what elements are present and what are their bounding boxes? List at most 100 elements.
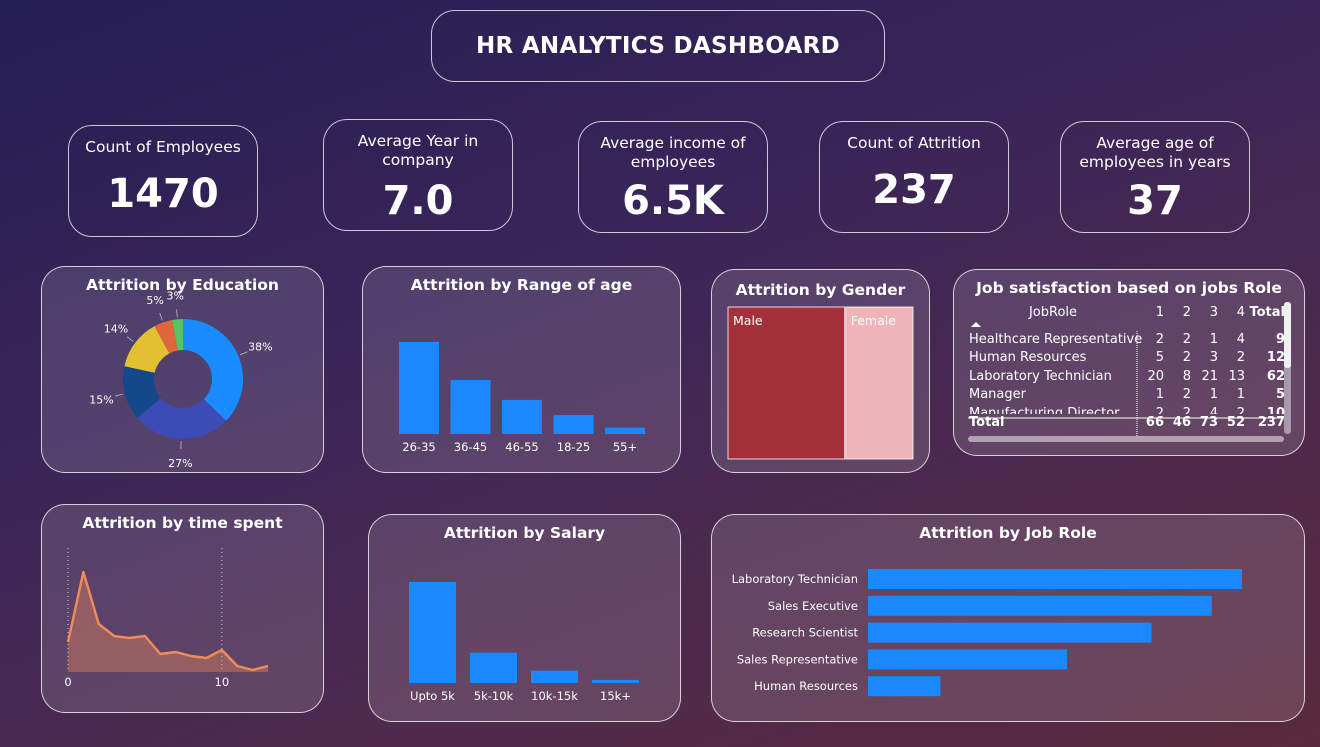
bar[interactable] xyxy=(502,399,542,434)
table-row: Human Resources 5 2 3 2 12 xyxy=(969,349,1287,368)
header-cell[interactable]: 2 xyxy=(1182,305,1191,320)
donut-slice[interactable] xyxy=(123,366,161,419)
bar[interactable] xyxy=(531,670,578,683)
timespent-area-chart[interactable]: 0 10 xyxy=(42,505,325,714)
table-cell: 1 xyxy=(1209,331,1218,347)
table-cell: 2 xyxy=(1155,405,1164,414)
table-cell: 1 xyxy=(1209,387,1218,402)
table-row: Manager 1 2 1 1 5 xyxy=(969,386,1287,405)
chart-title: Attrition by Education xyxy=(86,276,279,294)
age-chart-panel[interactable]: Attrition by Range of age 26-35 36-45 46-5… xyxy=(362,266,681,473)
table-cell: 1 xyxy=(1236,387,1245,402)
slice-label: 14% xyxy=(104,322,128,335)
bar[interactable] xyxy=(592,679,639,683)
treemap-cell[interactable] xyxy=(845,306,914,460)
label-leader-line xyxy=(126,336,134,342)
bar[interactable] xyxy=(399,342,439,434)
y-tick-label: Human Resources xyxy=(754,679,858,693)
table-cell: 73 xyxy=(1199,414,1218,430)
table-cell: Human Resources xyxy=(969,350,1087,365)
donut-slice[interactable] xyxy=(183,319,244,421)
table-cell: 2 xyxy=(1182,350,1191,365)
area-line[interactable] xyxy=(66,570,269,672)
bar[interactable] xyxy=(868,649,1068,670)
table-cell: 5 xyxy=(1275,387,1285,402)
x-tick-label: 18-25 xyxy=(557,440,590,454)
header-cell[interactable]: JobRole xyxy=(1028,305,1078,320)
kpi-label: Count of Employees xyxy=(85,138,241,156)
table-cell: Manager xyxy=(969,387,1026,402)
education-chart-panel[interactable]: Attrition by Education 38% 27% 15% 14% 5% 3% xyxy=(41,266,324,473)
table-row: Healthcare Representative 2 2 1 4 9 xyxy=(969,331,1287,350)
treemap-label: Male xyxy=(733,313,763,328)
label-leader-line xyxy=(159,312,163,321)
table-decorations xyxy=(968,302,1291,442)
table-cell: 20 xyxy=(1147,368,1164,384)
jobrole-chart-panel[interactable]: Attrition by Job Role Laboratory Technic… xyxy=(711,514,1305,722)
dashboard-title: HR ANALYTICS DASHBOARD xyxy=(475,33,841,59)
bar[interactable] xyxy=(553,414,594,434)
header-cell[interactable]: 3 xyxy=(1209,305,1218,320)
kpi-card-employees[interactable]: Count of Employees 1470 xyxy=(68,125,258,237)
area-fill xyxy=(68,572,268,672)
table-cell: 52 xyxy=(1226,414,1245,430)
y-tick-label: Laboratory Technician xyxy=(732,572,858,586)
dashboard-title-box: HR ANALYTICS DASHBOARD xyxy=(431,10,885,82)
table-cell: 62 xyxy=(1266,368,1285,384)
slice-label: 3% xyxy=(167,289,184,302)
gender-chart-panel[interactable]: Attrition by Gender Male Female xyxy=(711,269,930,473)
jobrole-bar-chart[interactable]: Laboratory Technician Sales Executive Rese… xyxy=(712,515,1306,723)
table-cell: 2 xyxy=(1236,350,1245,365)
table-cell: Total xyxy=(969,414,1005,430)
table-cell: Healthcare Representative xyxy=(969,331,1143,347)
x-tick-label: 15k+ xyxy=(600,689,631,703)
y-tick-label: Sales Executive xyxy=(768,599,858,613)
job-satisfaction-panel[interactable]: Job satisfaction based on jobs Role JobR… xyxy=(953,269,1305,456)
header-cell[interactable]: 4 xyxy=(1236,305,1245,320)
table-title: Job satisfaction based on jobs Role xyxy=(976,279,1282,297)
age-bar-chart[interactable]: 26-35 36-45 46-55 18-25 55+ xyxy=(363,267,682,474)
kpi-card-average-age[interactable]: Average age of employees in years 37 xyxy=(1060,121,1250,233)
bar[interactable] xyxy=(868,569,1242,589)
salary-chart-panel[interactable]: Attrition by Salary Upto 5k 5k-10k 10k-15k… xyxy=(368,514,681,722)
gender-treemap[interactable]: Male Female xyxy=(712,270,931,474)
table-cell: 237 xyxy=(1257,414,1285,430)
table-cell: 46 xyxy=(1172,414,1191,430)
kpi-card-average-years[interactable]: Average Year in company 7.0 xyxy=(323,119,513,231)
table-row: Laboratory Technician 20 8 21 13 62 xyxy=(969,368,1287,387)
bar[interactable] xyxy=(605,427,645,434)
kpi-card-attrition[interactable]: Count of Attrition 237 xyxy=(819,121,1009,233)
bar[interactable] xyxy=(868,595,1212,616)
kpi-label: Average age of employees in years xyxy=(1079,134,1231,171)
bar[interactable] xyxy=(470,652,517,683)
education-donut-chart[interactable]: 38% 27% 15% 14% 5% 3% xyxy=(42,267,325,474)
x-tick-label: 46-55 xyxy=(505,440,538,454)
donut-slice[interactable] xyxy=(124,326,170,373)
bar[interactable] xyxy=(409,582,456,683)
table-cell: 13 xyxy=(1228,368,1245,384)
table-header-row: JobRole 1 2 3 4 Total xyxy=(969,304,1287,323)
table-body[interactable]: Healthcare Representative 2 2 1 4 9 Huma… xyxy=(969,331,1287,414)
treemap-cell[interactable] xyxy=(727,306,846,460)
x-tick-label: 55+ xyxy=(613,440,637,454)
timespent-chart-panel[interactable]: Attrition by time spent 0 10 xyxy=(41,504,324,713)
table-cell: 2 xyxy=(1182,405,1191,414)
bar[interactable] xyxy=(450,380,491,434)
donut-slice[interactable] xyxy=(137,397,227,439)
bar[interactable] xyxy=(868,676,941,697)
donut-slice[interactable] xyxy=(171,319,183,351)
header-cell[interactable]: Total xyxy=(1249,305,1285,320)
kpi-card-average-income[interactable]: Average income of employees 6.5K xyxy=(578,121,768,233)
bar[interactable] xyxy=(868,622,1152,643)
table-cell: 21 xyxy=(1201,368,1218,384)
x-tick-label: 0 xyxy=(64,675,71,689)
salary-bar-chart[interactable]: Upto 5k 5k-10k 10k-15k 15k+ xyxy=(369,515,682,723)
vertical-scrollbar-thumb xyxy=(1284,302,1291,368)
table-cell: 10 xyxy=(1266,405,1285,414)
table-row: Manufacturing Director 2 2 4 2 10 xyxy=(969,405,1287,414)
x-tick-label: 10 xyxy=(215,675,230,689)
donut-slice[interactable] xyxy=(154,320,178,354)
table-cell: 5 xyxy=(1155,350,1164,365)
kpi-value: 237 xyxy=(872,167,956,213)
header-cell[interactable]: 1 xyxy=(1155,305,1164,320)
